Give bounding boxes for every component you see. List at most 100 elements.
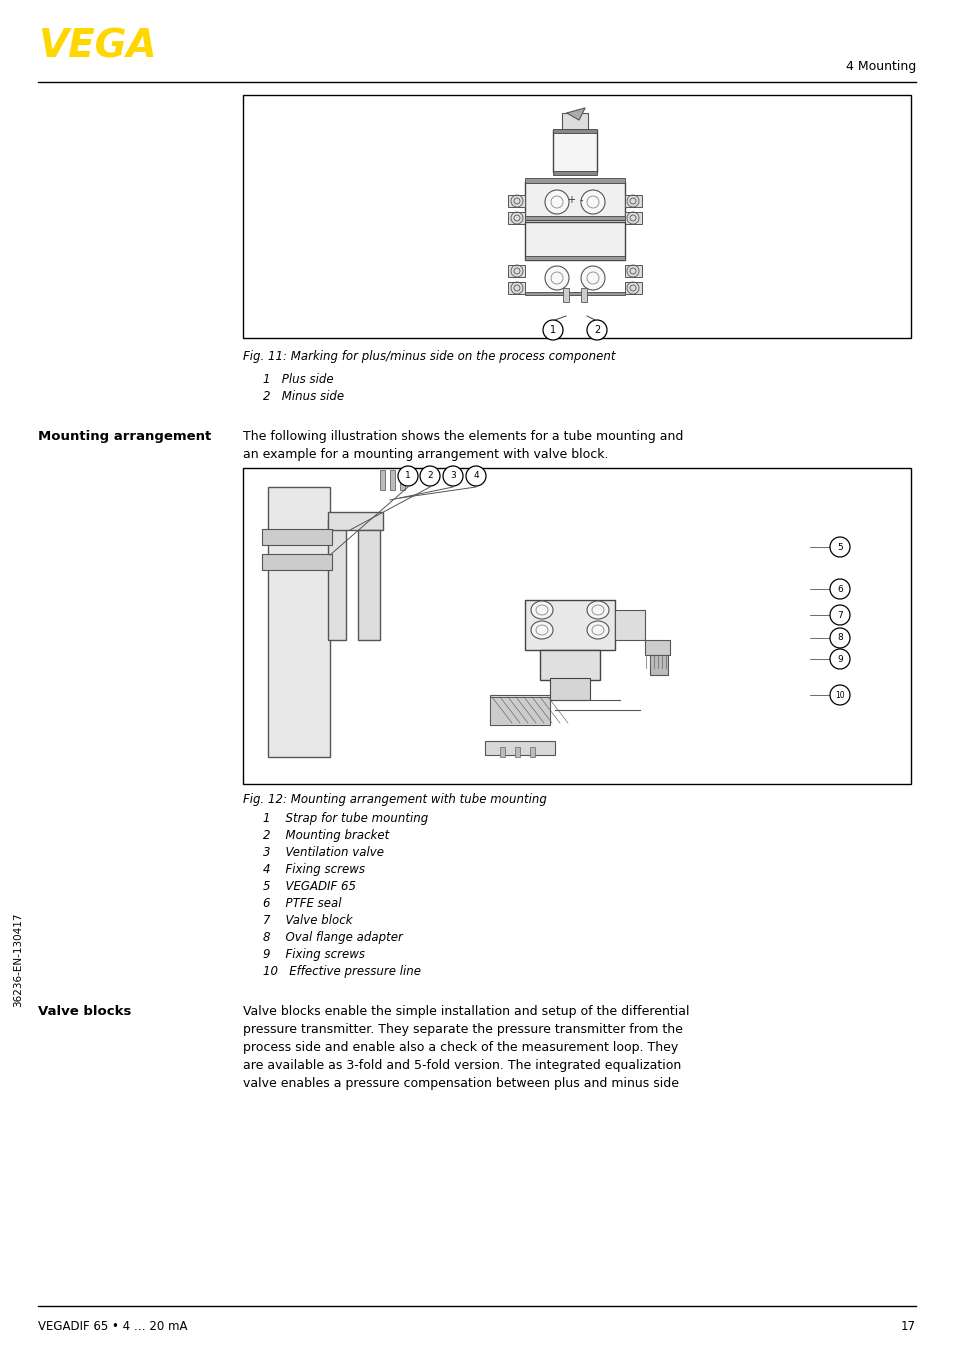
Bar [262, 529, 332, 546]
Bar [553, 130, 597, 172]
Ellipse shape [531, 621, 553, 639]
Bar [507, 265, 524, 278]
Text: 4 Mounting: 4 Mounting [845, 60, 915, 73]
Bar [243, 95, 910, 338]
Bar [328, 520, 346, 640]
Circle shape [829, 605, 849, 626]
Bar [624, 282, 641, 294]
Circle shape [829, 580, 849, 598]
Bar [539, 650, 599, 680]
Bar [524, 222, 624, 260]
Circle shape [580, 190, 604, 214]
Circle shape [829, 628, 849, 649]
Text: 4: 4 [473, 471, 478, 481]
Bar [561, 112, 587, 130]
Bar [580, 288, 586, 302]
Text: 1: 1 [549, 325, 556, 334]
Bar [624, 213, 641, 223]
Text: 8    Oval flange adapter: 8 Oval flange adapter [263, 932, 402, 944]
Circle shape [465, 466, 485, 486]
Text: 1   Plus side: 1 Plus side [263, 372, 334, 386]
Bar [553, 129, 597, 133]
Bar [524, 292, 624, 295]
Text: 36236-EN-130417: 36236-EN-130417 [13, 913, 23, 1007]
Bar [262, 554, 332, 570]
Bar [490, 695, 550, 724]
Bar [507, 213, 524, 223]
Text: 2: 2 [594, 325, 599, 334]
Text: Valve blocks enable the simple installation and setup of the differential: Valve blocks enable the simple installat… [243, 1005, 689, 1018]
Text: 2   Minus side: 2 Minus side [263, 390, 344, 403]
Text: 2    Mounting bracket: 2 Mounting bracket [263, 829, 389, 842]
Circle shape [419, 466, 439, 486]
Bar [357, 529, 379, 640]
Bar [515, 747, 519, 757]
Circle shape [829, 649, 849, 669]
Text: 4    Fixing screws: 4 Fixing screws [263, 862, 365, 876]
Ellipse shape [531, 601, 553, 619]
Text: 3    Ventilation valve: 3 Ventilation valve [263, 846, 384, 858]
Bar [624, 195, 641, 207]
Text: -: - [578, 195, 582, 204]
Text: 7    Valve block: 7 Valve block [263, 914, 352, 927]
Text: an example for a mounting arrangement with valve block.: an example for a mounting arrangement wi… [243, 448, 608, 460]
Text: 8: 8 [836, 634, 842, 643]
Bar [524, 256, 624, 260]
Text: Valve blocks: Valve blocks [38, 1005, 132, 1018]
Bar [553, 171, 597, 175]
Text: 6    PTFE seal: 6 PTFE seal [263, 896, 341, 910]
Ellipse shape [586, 621, 608, 639]
Bar [243, 468, 910, 784]
Circle shape [542, 320, 562, 340]
Circle shape [397, 466, 417, 486]
Bar [524, 181, 624, 219]
Bar [484, 741, 555, 756]
Text: 9    Fixing screws: 9 Fixing screws [263, 948, 365, 961]
Text: 1: 1 [405, 471, 411, 481]
Text: Mounting arrangement: Mounting arrangement [38, 431, 211, 443]
Bar [268, 487, 330, 757]
Bar [524, 177, 624, 183]
Circle shape [544, 190, 568, 214]
Bar [624, 265, 641, 278]
Ellipse shape [586, 601, 608, 619]
Text: pressure transmitter. They separate the pressure transmitter from the: pressure transmitter. They separate the … [243, 1024, 682, 1036]
Bar [649, 655, 667, 676]
Bar [379, 470, 385, 490]
Circle shape [544, 265, 568, 290]
Bar [390, 470, 395, 490]
Text: Fig. 11: Marking for plus/minus side on the process component: Fig. 11: Marking for plus/minus side on … [243, 349, 615, 363]
Bar [644, 640, 669, 655]
Text: valve enables a pressure compensation between plus and minus side: valve enables a pressure compensation be… [243, 1076, 679, 1090]
Circle shape [580, 265, 604, 290]
Text: 17: 17 [900, 1320, 915, 1332]
Text: 10: 10 [834, 691, 844, 700]
Bar [550, 678, 589, 700]
Text: 2: 2 [427, 471, 433, 481]
Text: VEGADIF 65 • 4 … 20 mA: VEGADIF 65 • 4 … 20 mA [38, 1320, 188, 1332]
Text: VEGA: VEGA [38, 28, 156, 66]
Text: 7: 7 [836, 611, 842, 620]
Text: Fig. 12: Mounting arrangement with tube mounting: Fig. 12: Mounting arrangement with tube … [243, 793, 546, 806]
Polygon shape [490, 697, 550, 724]
Bar [562, 288, 568, 302]
Bar [530, 747, 535, 757]
Bar [328, 512, 382, 529]
Text: 1    Strap for tube mounting: 1 Strap for tube mounting [263, 812, 428, 825]
Text: 5: 5 [836, 543, 842, 551]
Text: 6: 6 [836, 585, 842, 593]
Circle shape [829, 538, 849, 556]
Text: +: + [566, 195, 575, 204]
Bar [615, 611, 644, 640]
Circle shape [586, 320, 606, 340]
Bar [399, 470, 405, 490]
Text: process side and enable also a check of the measurement loop. They: process side and enable also a check of … [243, 1041, 678, 1053]
Bar [524, 600, 615, 650]
Text: 3: 3 [450, 471, 456, 481]
Bar [524, 217, 624, 219]
Text: 5    VEGADIF 65: 5 VEGADIF 65 [263, 880, 355, 894]
Text: are available as 3-fold and 5-fold version. The integrated equalization: are available as 3-fold and 5-fold versi… [243, 1059, 680, 1072]
Text: 9: 9 [836, 654, 842, 663]
Polygon shape [566, 108, 584, 121]
Text: The following illustration shows the elements for a tube mounting and: The following illustration shows the ele… [243, 431, 682, 443]
